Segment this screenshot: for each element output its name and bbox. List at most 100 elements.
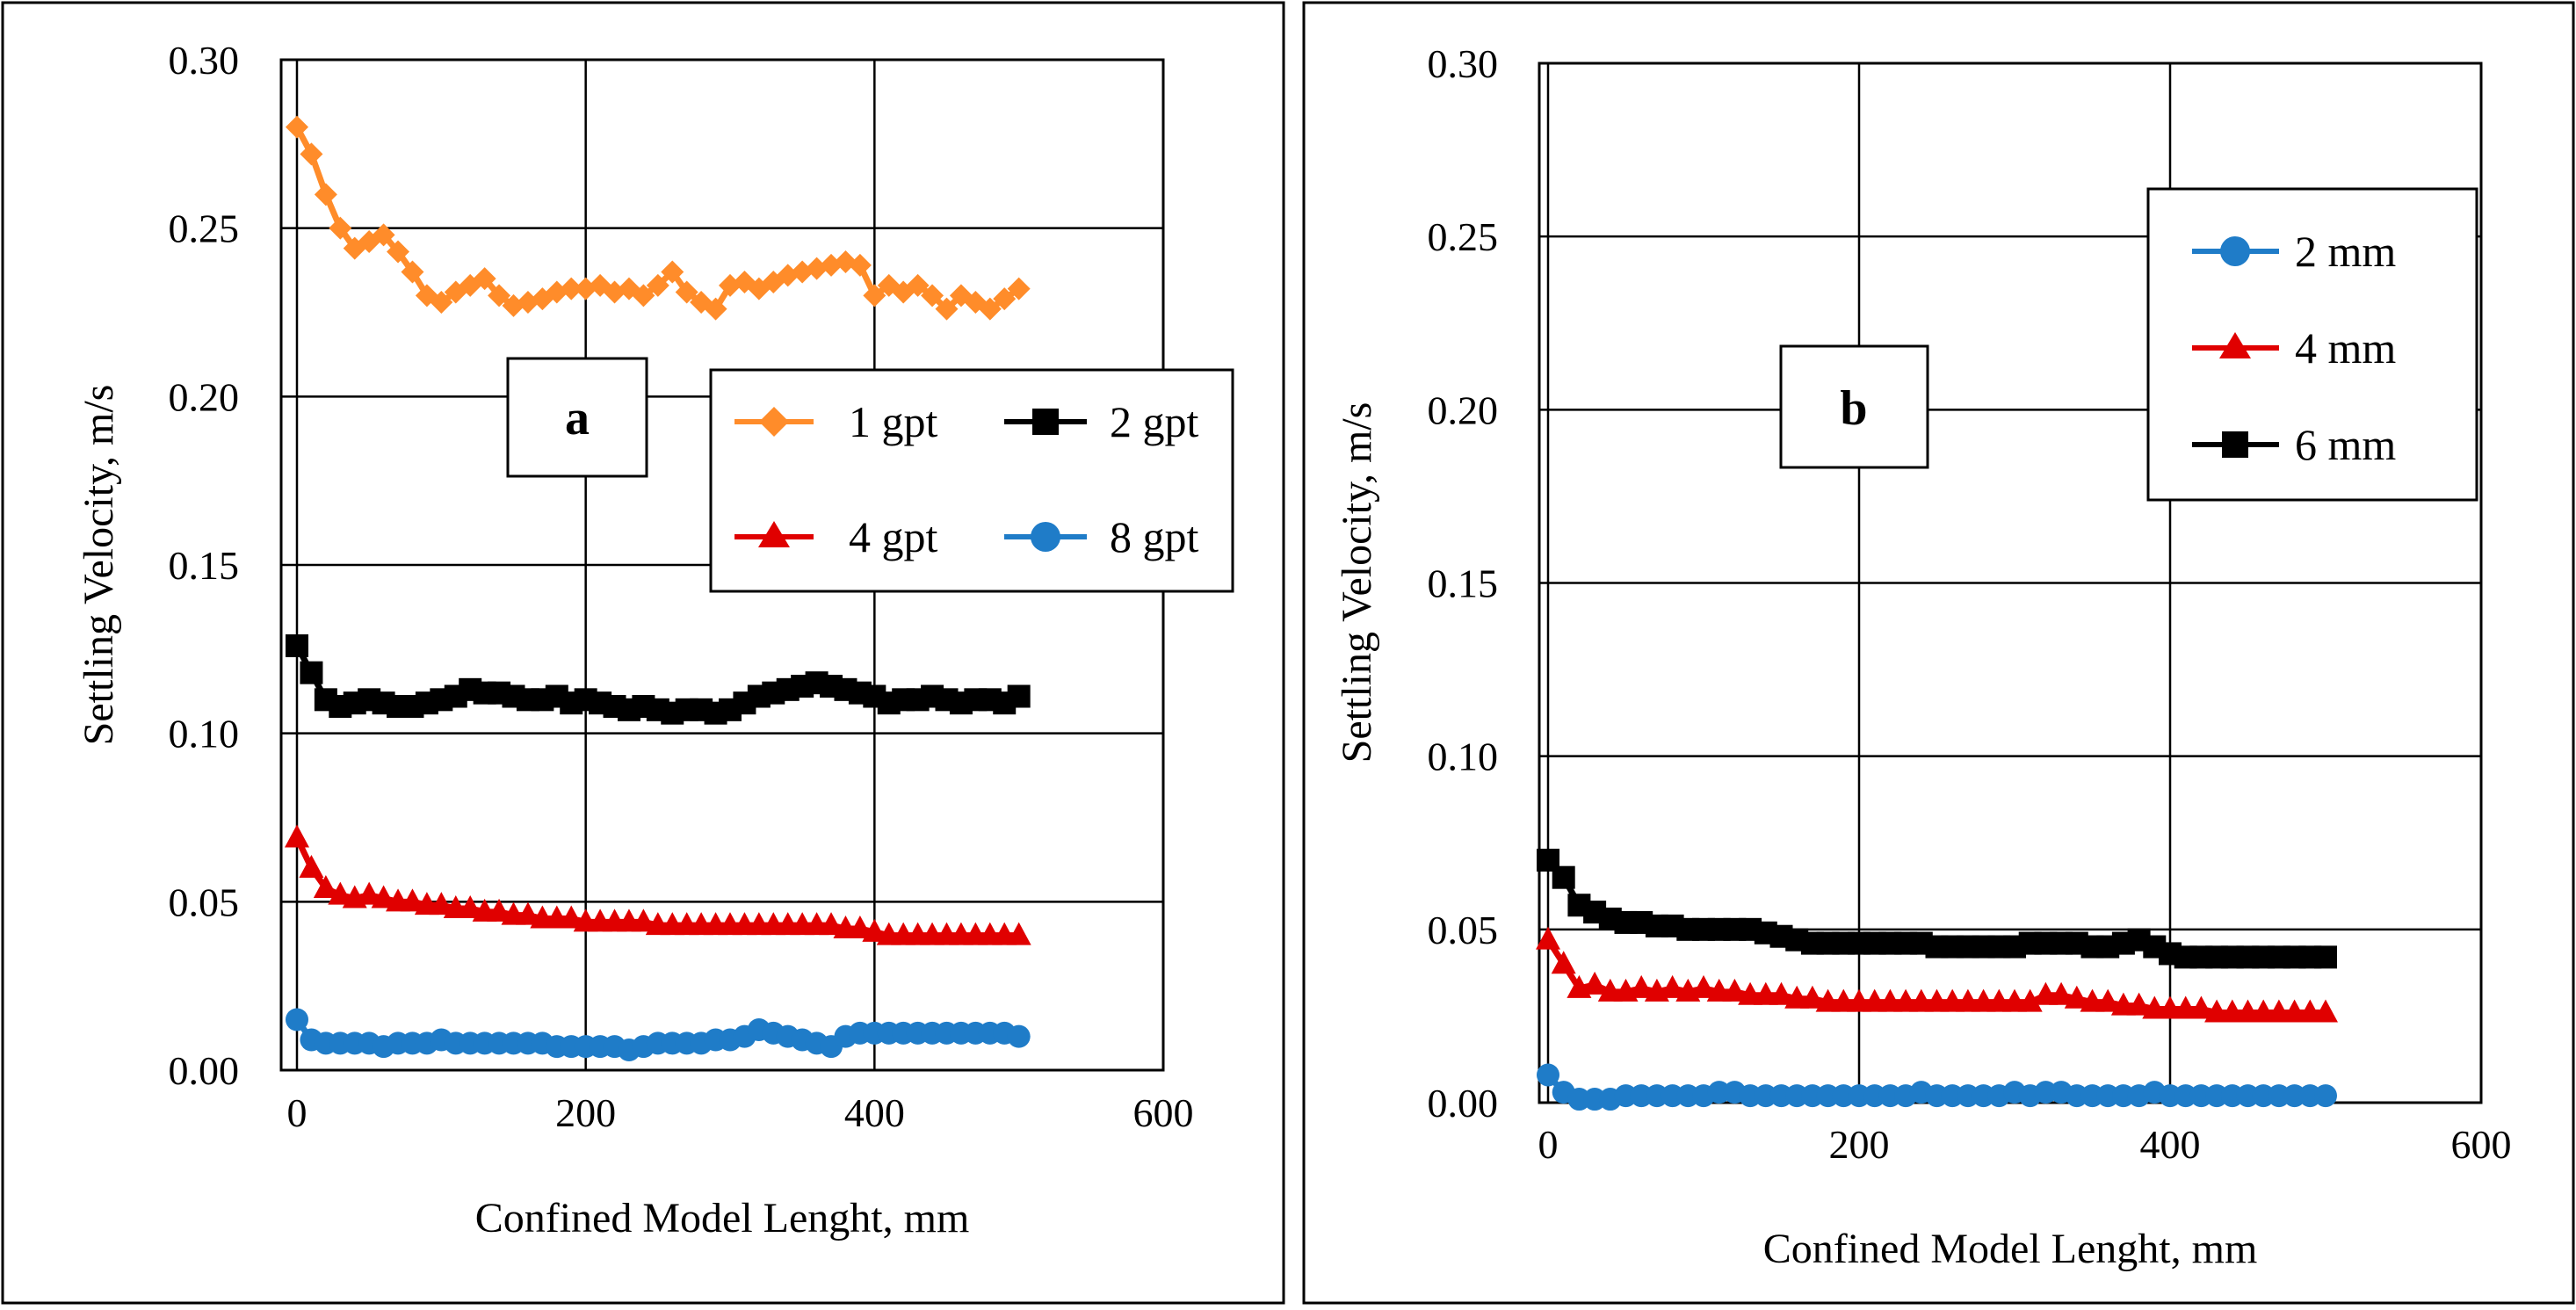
data-point [1536,926,1560,950]
data-point [2189,995,2214,1019]
panel-b-label-box [1779,344,1929,469]
series-4-mm [1536,926,2338,1023]
data-point [906,273,930,297]
data-point [2235,999,2261,1023]
y-tick-label: 0.25 [1428,214,1499,259]
legend-label: 4 mm [2295,323,2396,373]
y-tick-label: 0.20 [1428,387,1499,432]
legend-marker [1032,409,1059,435]
panel-a-x-axis-title: Confined Model Lenght, mm [475,1195,970,1241]
legend-marker [2222,431,2248,458]
series-2-gpt [286,634,1031,725]
data-point [2142,995,2167,1019]
data-point [458,895,483,918]
data-point [848,253,872,277]
data-point [1862,988,1887,1012]
data-point [1629,974,1654,998]
panel-a-legend-entries: 1 gpt 2 gpt 4 gpt 8 gpt [734,397,1199,561]
x-tick-label: 600 [1133,1090,1194,1135]
data-point [285,824,309,848]
data-point [1893,988,1919,1012]
data-point [2313,999,2338,1023]
data-point [487,898,512,922]
legend-label: 8 gpt [1110,512,1199,561]
data-point [1753,981,1778,1005]
legend-marker [2219,332,2251,358]
legend-marker [2220,236,2250,266]
y-tick-label: 0.15 [169,543,240,588]
data-point [1660,974,1685,998]
data-point [1847,988,1871,1012]
data-point [632,284,655,308]
legend-label: 4 gpt [849,512,938,561]
data-point [1722,978,1747,1002]
data-point [300,142,323,166]
data-point [357,881,382,905]
panel-b-legend [2146,187,2478,502]
data-point [401,260,424,284]
legend-label: 6 mm [2295,420,2396,469]
data-point [1784,985,1810,1009]
data-point [328,881,353,905]
data-point [1597,978,1623,1002]
series-1-gpt [286,115,1031,321]
panel-b-label: b [1840,381,1867,436]
data-point [661,260,684,284]
x-tick-label: 400 [844,1090,905,1135]
data-point [1799,985,1825,1009]
data-point [1971,988,1996,1012]
data-point [1955,988,1980,1012]
legend-marker [758,521,790,547]
y-tick-label: 0.05 [169,879,240,924]
panel-a-x-tick-labels: 0 200 400 600 [287,1090,1194,1135]
x-tick-label: 200 [1829,1122,1890,1167]
data-point [1986,988,2012,1012]
data-point [2314,945,2337,969]
data-point [1007,684,1031,708]
panel-b-y-axis-title: Settling Velocity, m/s [1334,402,1380,764]
y-tick-label: 0.30 [1428,41,1499,86]
data-point [2204,999,2230,1023]
data-point [300,661,323,684]
x-tick-label: 400 [2140,1122,2201,1167]
data-point [1691,974,1716,998]
data-point [978,297,1002,321]
legend-marker [759,407,789,437]
legend-entry: 2 mm [2192,227,2396,276]
data-point [2173,995,2198,1019]
y-tick-label: 0.10 [1428,735,1499,779]
data-point [1582,971,1608,995]
data-point [1940,988,1965,1012]
legend-label: 2 mm [2295,227,2396,276]
data-point [1738,981,1763,1005]
panel-a: 0.00 0.05 0.10 0.15 0.20 0.25 0.30 0 200… [1,1,1285,1305]
data-point [1006,922,1031,945]
y-tick-label: 0.20 [169,374,240,419]
legend-label: 2 gpt [1110,397,1199,446]
data-point [2282,999,2307,1023]
y-tick-label: 0.05 [1428,908,1499,952]
panel-a-series [285,115,1031,1061]
data-point [473,267,496,291]
data-point [1878,988,1903,1012]
legend-entry: 8 gpt [1004,512,1199,561]
data-point [1815,988,1841,1012]
data-point [1831,988,1856,1012]
legend-entry: 4 mm [2192,323,2396,373]
data-point [2314,1084,2337,1108]
data-point [1537,1063,1559,1087]
series-6-mm [1537,848,2337,969]
data-point [2049,981,2074,1005]
data-point [675,280,698,304]
legend-entry: 2 gpt [1004,397,1199,446]
data-point [863,284,886,308]
data-point [631,908,656,932]
data-point [2297,999,2323,1023]
data-point [935,297,959,321]
data-point [646,273,669,297]
data-point [2110,992,2136,1016]
legend-entry: 1 gpt [734,397,938,446]
data-point [2002,988,2027,1012]
legend-entry: 4 gpt [734,512,938,561]
